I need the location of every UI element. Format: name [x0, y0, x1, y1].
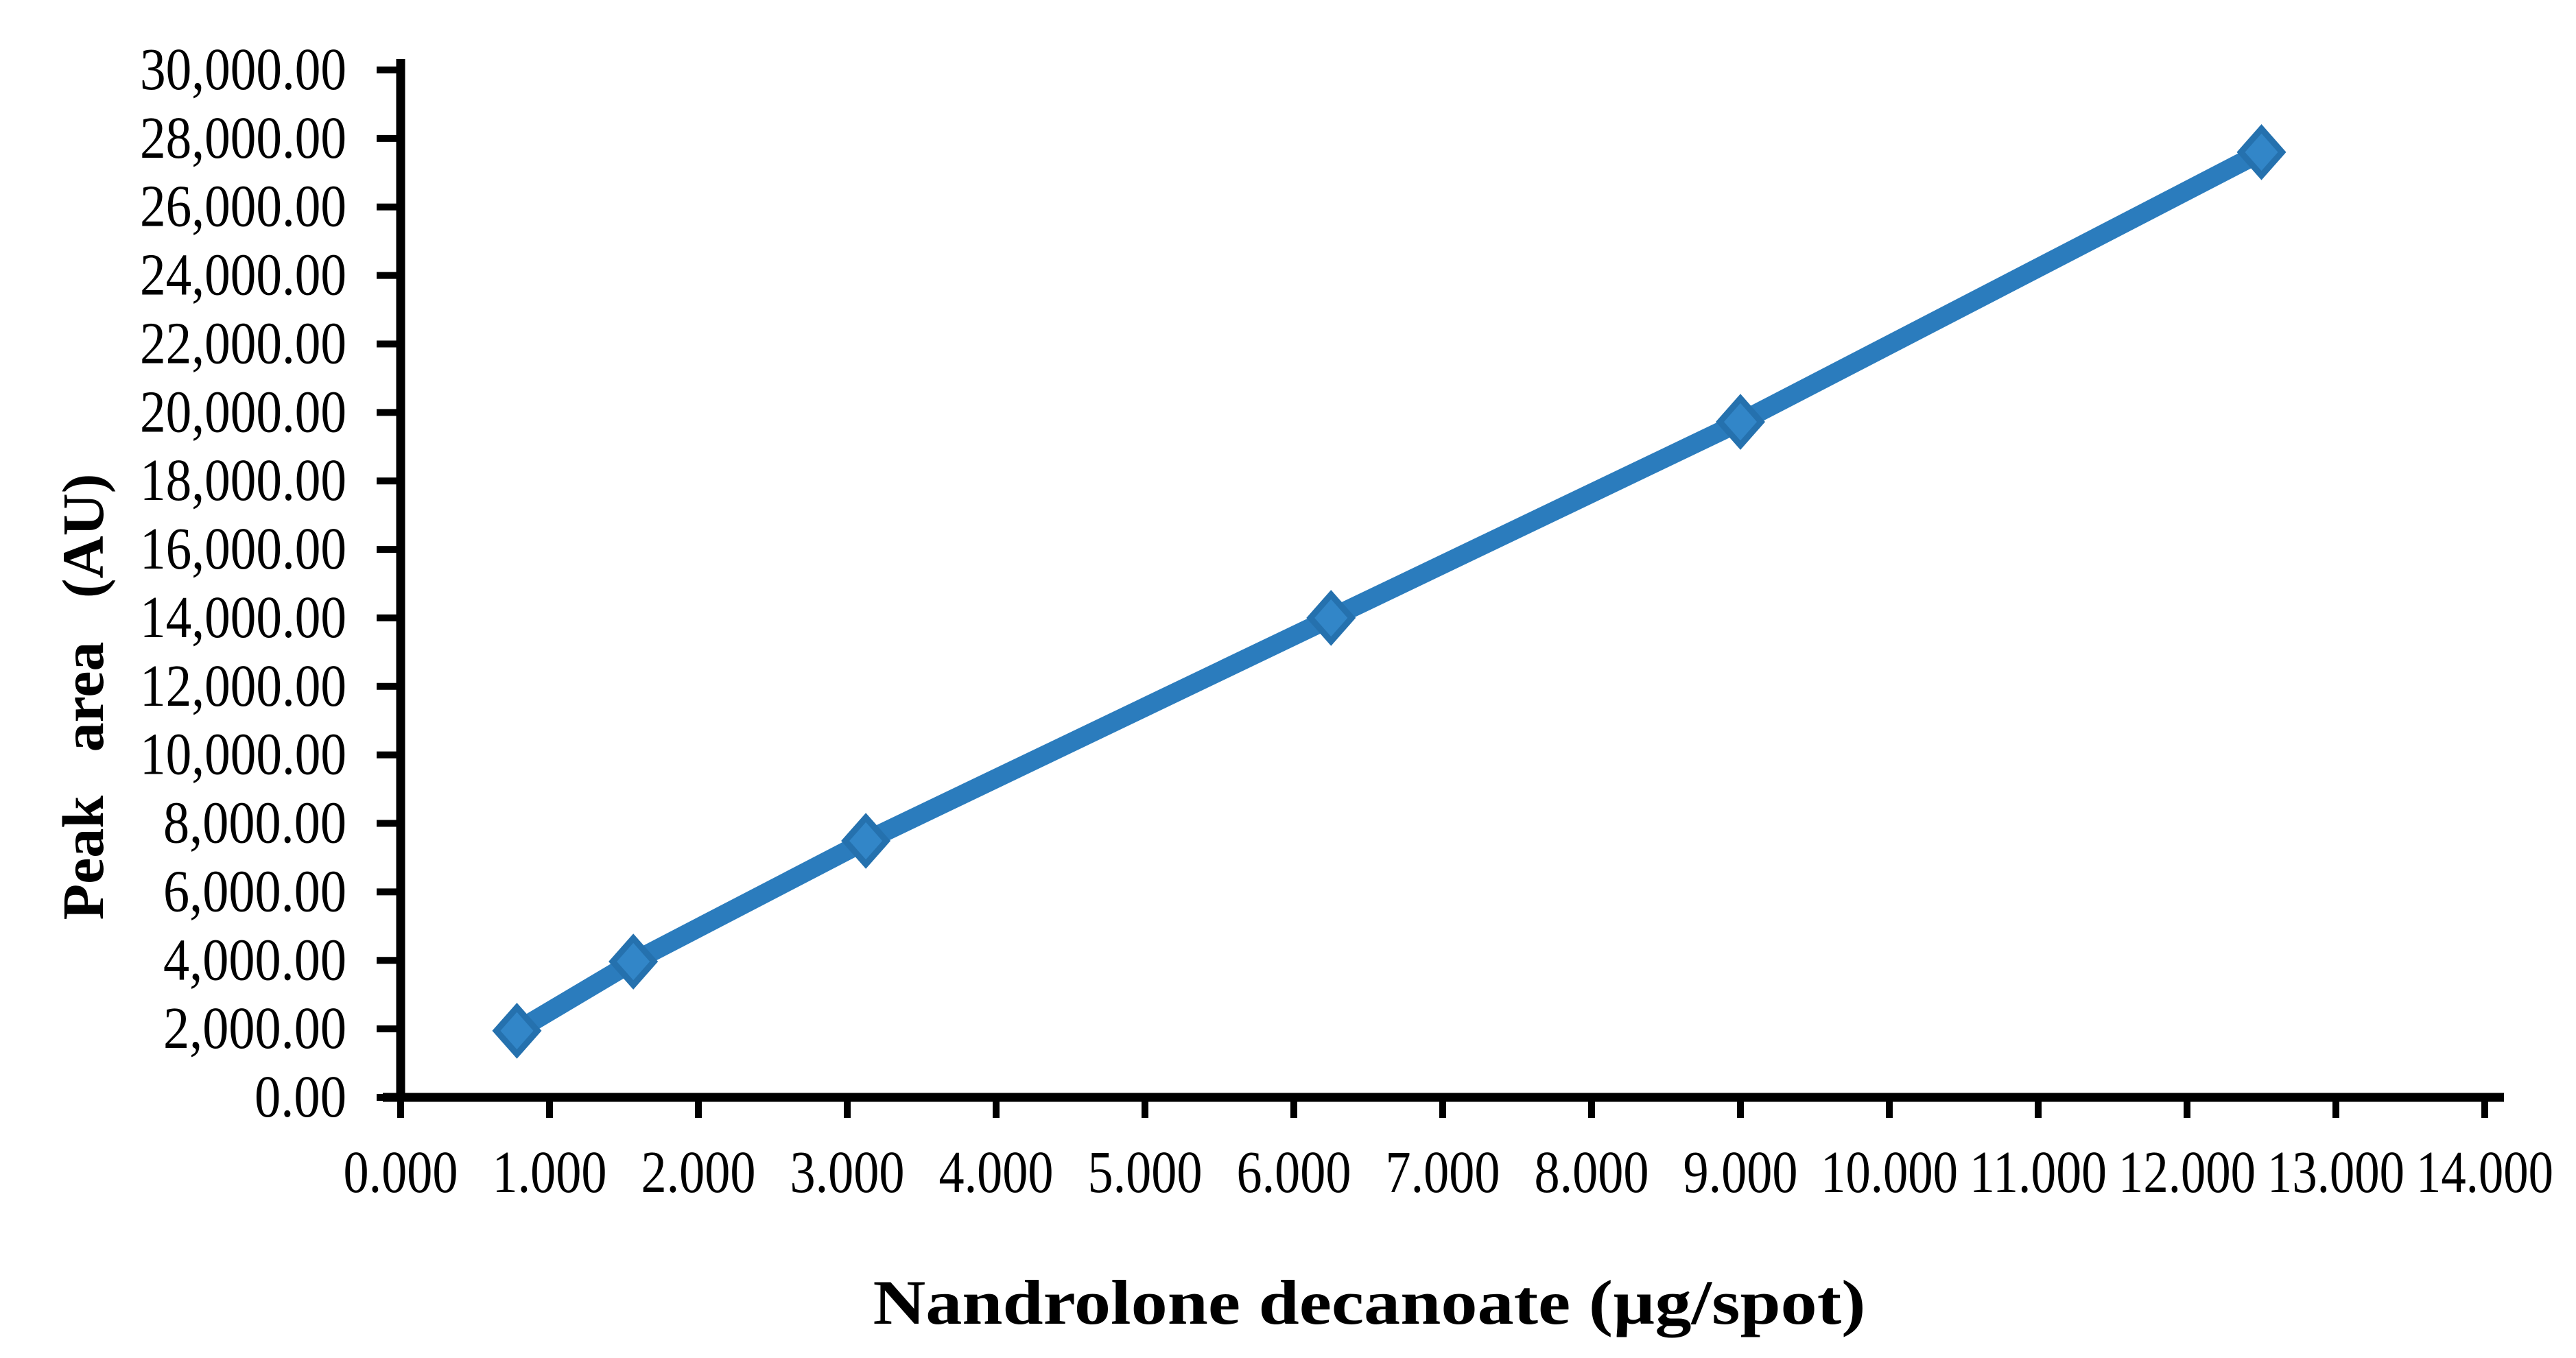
- x-tick-label: 1.000: [493, 1139, 607, 1205]
- x-tick-label: 8.000: [1535, 1139, 1649, 1205]
- y-tick-label: 20,000.00: [140, 378, 346, 444]
- x-tick-label: 6.000: [1237, 1139, 1351, 1205]
- y-axis-title: Peak area (AU): [50, 474, 116, 920]
- series-layer: [492, 124, 2287, 1059]
- y-tick-label: 26,000.00: [140, 173, 346, 239]
- x-tick-label: 13.000: [2267, 1139, 2404, 1205]
- data-point-marker: [492, 1003, 542, 1059]
- x-axis-title: Nandrolone decanoate (µg/spot): [873, 1267, 1866, 1337]
- x-tick-label: 4.000: [939, 1139, 1054, 1205]
- axes-layer: 0.002,000.004,000.006,000.008,000.0010,0…: [140, 36, 2553, 1205]
- x-tick-label: 3.000: [790, 1139, 905, 1205]
- y-tick-label: 24,000.00: [140, 241, 346, 308]
- y-tick-label: 14,000.00: [140, 584, 346, 650]
- x-tick-label: 5.000: [1088, 1139, 1203, 1205]
- data-point-marker: [2236, 124, 2287, 180]
- x-tick-label: 12.000: [2118, 1139, 2256, 1205]
- y-tick-label: 30,000.00: [140, 36, 346, 102]
- data-point-marker: [1306, 590, 1356, 646]
- y-tick-label: 10,000.00: [140, 721, 346, 787]
- y-tick-label: 0.00: [255, 1063, 346, 1130]
- y-tick-label: 6,000.00: [163, 857, 346, 924]
- y-tick-label: 8,000.00: [163, 789, 346, 856]
- data-point-marker: [841, 813, 891, 869]
- x-tick-label: 14.000: [2416, 1139, 2553, 1205]
- x-tick-label: 7.000: [1386, 1139, 1500, 1205]
- y-tick-label: 2,000.00: [163, 994, 346, 1061]
- x-tick-label: 10.000: [1821, 1139, 1958, 1205]
- y-tick-label: 12,000.00: [140, 652, 346, 719]
- y-tick-label: 18,000.00: [140, 446, 346, 513]
- data-point-marker: [1715, 394, 1766, 450]
- y-tick-label: 28,000.00: [140, 104, 346, 171]
- data-point-marker: [608, 933, 659, 990]
- series-line: [512, 143, 2266, 1039]
- x-tick-label: 0.000: [344, 1139, 458, 1205]
- y-tick-label: 4,000.00: [163, 926, 346, 992]
- x-tick-label: 11.000: [1970, 1139, 2107, 1205]
- y-tick-label: 16,000.00: [140, 515, 346, 582]
- x-tick-label: 9.000: [1683, 1139, 1798, 1205]
- y-tick-label: 22,000.00: [140, 309, 346, 376]
- x-tick-label: 2.000: [641, 1139, 756, 1205]
